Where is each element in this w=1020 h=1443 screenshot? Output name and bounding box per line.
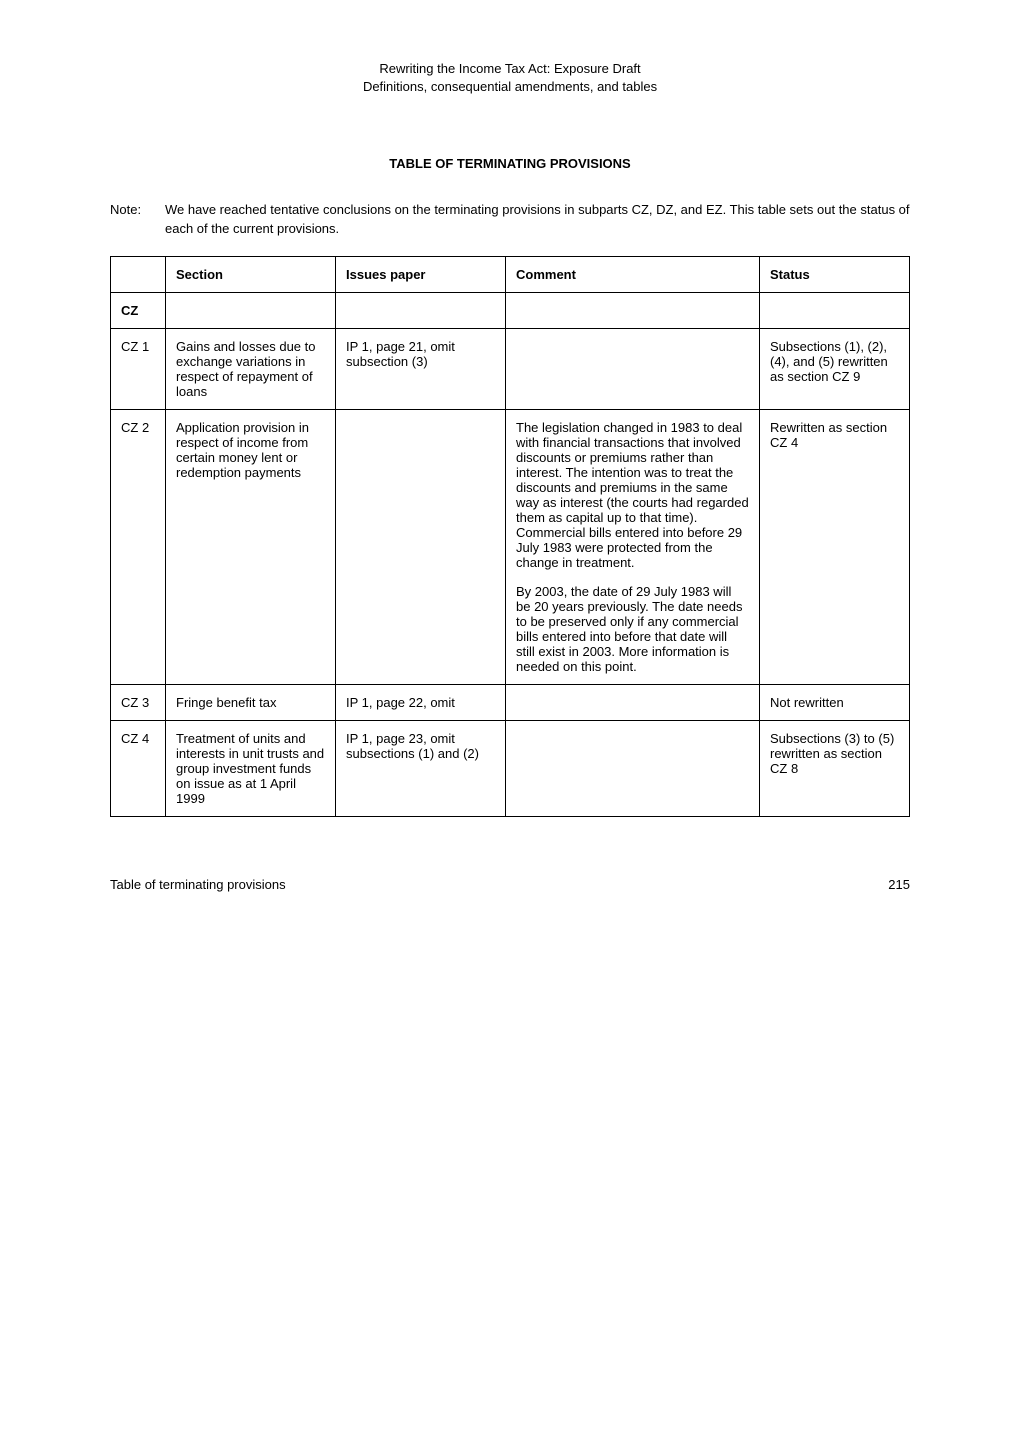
note: Note: We have reached tentative conclusi… [110,201,910,237]
comment-paragraph: The legislation changed in 1983 to deal … [516,420,749,570]
page-footer: Table of terminating provisions 215 [110,877,910,892]
provisions-table: Section Issues paper Comment Status CZCZ… [110,256,910,817]
header-comment: Comment [506,256,760,292]
note-body: We have reached tentative conclusions on… [165,201,910,237]
header-line2: Definitions, consequential amendments, a… [110,78,910,96]
cell-issues: IP 1, page 23, omit subsections (1) and … [336,720,506,816]
cell-status: Not rewritten [760,684,910,720]
cell-comment [506,720,760,816]
cell-status: Subsections (3) to (5) rewritten as sect… [760,720,910,816]
cell-id: CZ 2 [111,409,166,684]
table-row: CZ 1Gains and losses due to exchange var… [111,328,910,409]
cell-id: CZ 1 [111,328,166,409]
cell-id: CZ 4 [111,720,166,816]
cell-issues [336,409,506,684]
table-row: CZ 3Fringe benefit taxIP 1, page 22, omi… [111,684,910,720]
header-issues: Issues paper [336,256,506,292]
header-line1: Rewriting the Income Tax Act: Exposure D… [110,60,910,78]
table-row: CZ 4Treatment of units and interests in … [111,720,910,816]
document-title: TABLE OF TERMINATING PROVISIONS [110,156,910,171]
cell-section [166,292,336,328]
header-id [111,256,166,292]
cell-comment: The legislation changed in 1983 to deal … [506,409,760,684]
table-header-row: Section Issues paper Comment Status [111,256,910,292]
cell-issues: IP 1, page 22, omit [336,684,506,720]
cell-section: Treatment of units and interests in unit… [166,720,336,816]
cell-section: Gains and losses due to exchange variati… [166,328,336,409]
cell-section: Application provision in respect of inco… [166,409,336,684]
table-row: CZ [111,292,910,328]
footer-right: 215 [888,877,910,892]
header-section: Section [166,256,336,292]
cell-comment [506,328,760,409]
table-row: CZ 2Application provision in respect of … [111,409,910,684]
cell-id: CZ 3 [111,684,166,720]
footer-left: Table of terminating provisions [110,877,286,892]
page-header: Rewriting the Income Tax Act: Exposure D… [110,60,910,96]
cell-issues [336,292,506,328]
cell-comment [506,684,760,720]
header-status: Status [760,256,910,292]
cell-status [760,292,910,328]
cell-comment [506,292,760,328]
cell-section: Fringe benefit tax [166,684,336,720]
cell-issues: IP 1, page 21, omit subsection (3) [336,328,506,409]
cell-status: Subsections (1), (2), (4), and (5) rewri… [760,328,910,409]
cell-id: CZ [111,292,166,328]
cell-status: Rewritten as section CZ 4 [760,409,910,684]
comment-paragraph: By 2003, the date of 29 July 1983 will b… [516,584,749,674]
note-label: Note: [110,201,165,237]
